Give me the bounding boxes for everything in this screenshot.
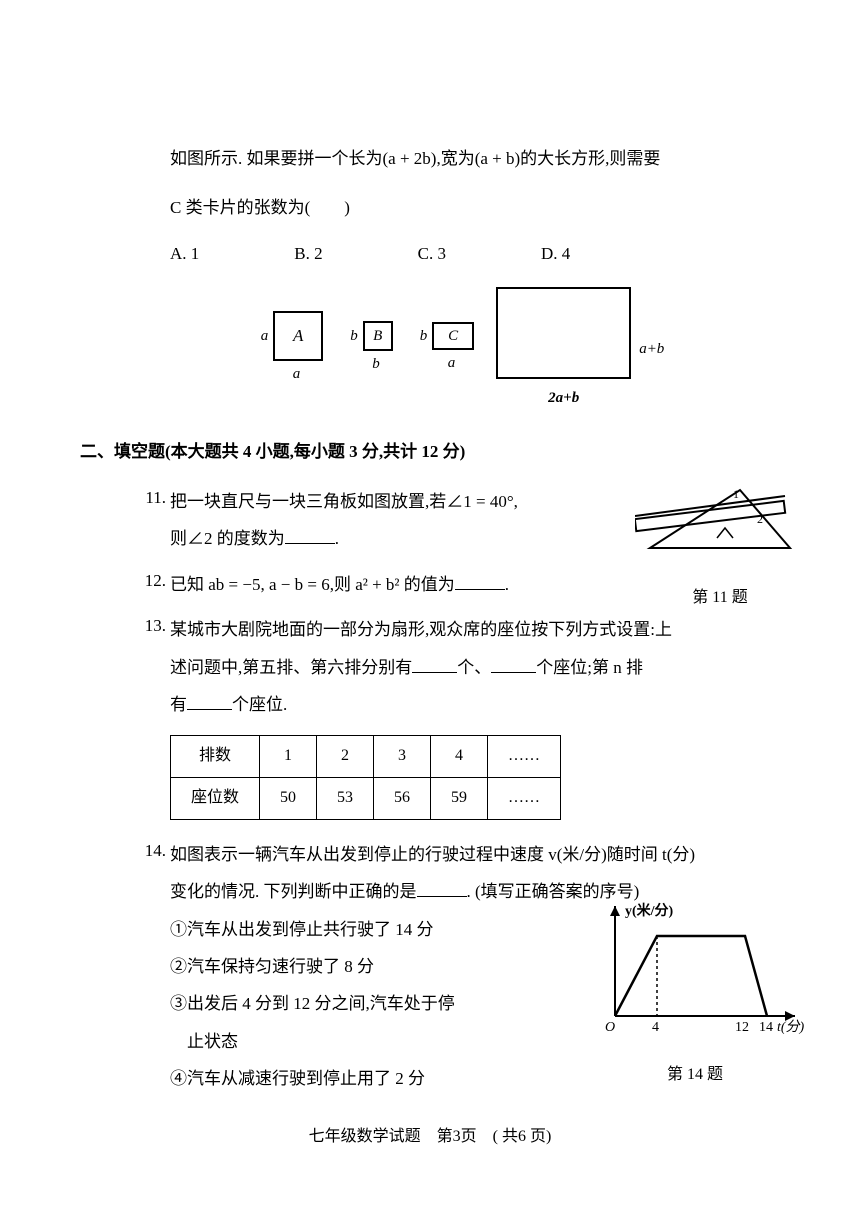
q14-body: y(米/分) O 4 12 14 t(分) 第 14 题 如图表示一辆汽车从出发…	[170, 836, 780, 1098]
q14-opt4: ④汽车从减速行驶到停止用了 2 分	[170, 1060, 425, 1097]
q13-body: 某城市大剧院地面的一部分为扇形,观众席的座位按下列方式设置:上 述问题中,第五排…	[170, 611, 780, 723]
q13: 13. 某城市大剧院地面的一部分为扇形,观众席的座位按下列方式设置:上 述问题中…	[80, 611, 780, 723]
q10-figure: a A a b B b b C a 2a+b a+b	[140, 287, 780, 412]
q11-blank	[285, 527, 335, 544]
choice-c: C. 3	[418, 239, 446, 270]
q10-line2: C 类卡片的张数为( )	[170, 189, 780, 226]
tile-a-box: A	[273, 311, 323, 361]
q13-blank1	[412, 656, 457, 673]
q14-opt3b: 止状态	[170, 1023, 238, 1060]
tile-b: b B b	[345, 321, 393, 378]
q10-choices: A. 1 B. 2 C. 3 D. 4	[170, 239, 780, 270]
q13-blank2	[491, 656, 536, 673]
q14-opt2: ②汽车保持匀速行驶了 8 分	[170, 948, 374, 985]
q12-body: 已知 ab = −5, a − b = 6,则 a² + b² 的值为.	[170, 566, 780, 603]
choice-a: A. 1	[170, 239, 199, 270]
svg-text:14: 14	[759, 1020, 773, 1035]
svg-text:12: 12	[735, 1020, 749, 1035]
svg-text:4: 4	[652, 1020, 659, 1035]
q10-line1: 如图所示. 如果要拼一个长为(a + 2b),宽为(a + b)的大长方形,则需…	[170, 140, 780, 177]
q11-body: 1 2 第 11 题 把一块直尺与一块三角板如图放置,若∠1 = 40°, 则∠…	[170, 483, 780, 558]
q14-opt3: ③出发后 4 分到 12 分之间,汽车处于停	[170, 985, 455, 1022]
q11: 11. 1 2 第 11 题 把一块直尺与一块三角板如图放置,若∠1 = 40°…	[80, 483, 780, 558]
choice-d: D. 4	[541, 239, 570, 270]
tile-a: a A a	[256, 311, 324, 388]
q13-table: 排数 1 2 3 4 …… 座位数 50 53 56 59 ……	[170, 735, 561, 820]
q14: 14. y(米/分) O 4 12 14 t(分) 第 14 题	[80, 836, 780, 1098]
page-content: 如图所示. 如果要拼一个长为(a + 2b),宽为(a + b)的大长方形,则需…	[80, 140, 780, 1151]
page-footer: 七年级数学试题 第3页 ( 共6 页)	[80, 1123, 780, 1152]
tile-c-box: C	[432, 322, 474, 350]
q14-figure: y(米/分) O 4 12 14 t(分) 第 14 题	[580, 901, 810, 1093]
section2-header: 二、填空题(本大题共 4 小题,每小题 3 分,共计 12 分)	[80, 437, 780, 468]
q14-opt1: ①汽车从出发到停止共行驶了 14 分	[170, 911, 434, 948]
q14-blank	[417, 880, 467, 897]
q12-blank	[455, 573, 505, 590]
q12: 12. 已知 ab = −5, a − b = 6,则 a² + b² 的值为.	[80, 566, 780, 603]
choice-b: B. 2	[294, 239, 322, 270]
table-row: 座位数 50 53 56 59 ……	[171, 778, 561, 820]
q14-caption: 第 14 题	[580, 1057, 810, 1092]
table-row: 排数 1 2 3 4 ……	[171, 736, 561, 778]
svg-text:O: O	[605, 1020, 615, 1035]
svg-text:t(分): t(分)	[777, 1019, 805, 1035]
tile-c: b C a	[415, 322, 475, 377]
svg-text:y(米/分): y(米/分)	[625, 902, 674, 919]
svg-text:1: 1	[733, 487, 739, 501]
tile-big-box	[496, 287, 631, 379]
tile-big: 2a+b a+b	[496, 287, 664, 412]
tile-b-box: B	[363, 321, 393, 351]
q13-blank3	[187, 693, 232, 710]
svg-text:2: 2	[757, 512, 763, 526]
